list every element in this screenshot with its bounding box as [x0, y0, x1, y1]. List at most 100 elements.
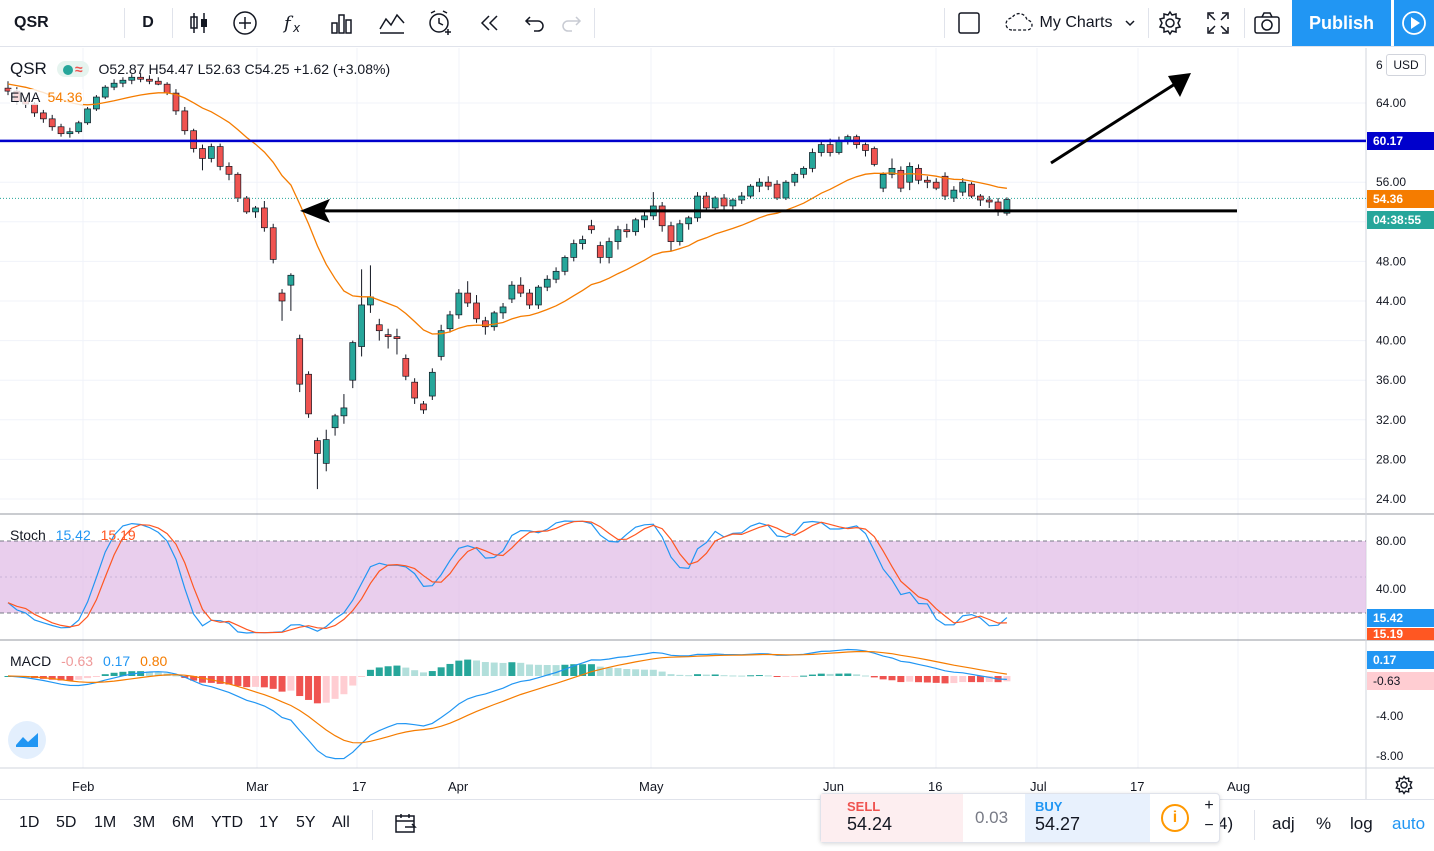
undo-icon[interactable]: [516, 0, 554, 46]
candle-body: [994, 201, 1002, 211]
candle-body: [128, 76, 136, 81]
macd-legend[interactable]: MACD -0.63 0.17 0.80: [10, 653, 167, 669]
candle-body: [84, 108, 91, 124]
range-6m-button[interactable]: 6M: [172, 814, 195, 831]
macd-histogram-bar: [269, 676, 277, 689]
time-label: 17: [1130, 779, 1145, 794]
increase-button[interactable]: +: [1204, 797, 1214, 814]
range-1d-button[interactable]: 1D: [19, 814, 40, 831]
macd-histogram-bar: [419, 672, 427, 676]
stoch-legend[interactable]: Stoch 15.42 15.19: [10, 527, 136, 543]
macd-histogram-bar: [897, 676, 905, 683]
macd-histogram-bar: [190, 676, 198, 681]
compare-add-icon[interactable]: [226, 0, 264, 46]
candle-body: [605, 241, 613, 258]
replay-rewind-icon[interactable]: [470, 0, 510, 46]
range-3m-button[interactable]: 3M: [133, 814, 156, 831]
candle-body: [959, 181, 967, 193]
sell-button[interactable]: SELL 54.24: [821, 794, 963, 842]
financials-bar-icon[interactable]: [322, 0, 362, 46]
stoch-tick-label: 40.00: [1376, 582, 1406, 596]
macd-histogram-bar: [826, 673, 834, 676]
currency-badge[interactable]: USD: [1386, 54, 1426, 76]
macd-histogram-bar: [605, 667, 613, 676]
timezone-partial[interactable]: 4): [1218, 814, 1234, 833]
percent-button[interactable]: %: [1316, 814, 1332, 833]
macd-histogram-bar: [92, 676, 100, 677]
log-button[interactable]: log: [1350, 814, 1373, 833]
stoch-tick-label: 80.00: [1376, 534, 1406, 548]
range-1y-button[interactable]: 1Y: [259, 814, 279, 831]
macd-histogram-bar: [747, 675, 755, 677]
range-5y-button[interactable]: 5Y: [296, 814, 316, 831]
alert-clock-icon[interactable]: [420, 0, 460, 46]
macd-histogram-bar: [791, 676, 799, 677]
candle-body: [570, 243, 578, 258]
macd-histogram-bar: [1003, 676, 1011, 682]
redo-icon[interactable]: [554, 0, 588, 46]
macd-histogram-bar: [844, 673, 852, 676]
price-tick-label: 28.00: [1376, 452, 1406, 466]
macd-histogram-bar: [66, 676, 74, 681]
time-label: Aug: [1227, 779, 1251, 794]
range-1m-button[interactable]: 1M: [94, 814, 117, 831]
camera-snapshot-icon[interactable]: [1246, 0, 1288, 46]
publish-button[interactable]: Publish: [1292, 0, 1391, 46]
macd-histogram-bar: [676, 674, 684, 676]
macd-histogram-bar: [446, 663, 454, 676]
candle-body: [420, 403, 427, 411]
adj-button[interactable]: adj: [1272, 814, 1295, 833]
auto-button[interactable]: auto: [1392, 814, 1426, 833]
toolbar-divider: [944, 8, 945, 38]
candle-body: [791, 173, 799, 183]
price-tick-label: 56.00: [1376, 175, 1406, 189]
symbol-search-button[interactable]: QSR: [14, 14, 49, 31]
play-icon[interactable]: [1394, 0, 1434, 46]
stoch-k-line: [7, 520, 1008, 634]
candle-body: [817, 144, 825, 153]
candle-body: [101, 86, 109, 98]
candle-body: [977, 195, 984, 201]
price-tick-label: 24.00: [1376, 492, 1406, 506]
candle-body: [941, 175, 949, 197]
macd-histogram-bar: [526, 664, 534, 676]
candle-body: [579, 239, 586, 244]
info-icon[interactable]: i: [1161, 804, 1189, 832]
templates-chart-icon[interactable]: [370, 0, 414, 46]
ema-legend[interactable]: EMA 54.36: [10, 89, 83, 105]
layout-square-icon[interactable]: [950, 0, 988, 46]
decrease-button[interactable]: −: [1204, 817, 1214, 834]
candle-body: [950, 189, 958, 199]
macd-histogram-bar: [711, 674, 719, 676]
chevron-down-icon: [1125, 20, 1135, 27]
fullscreen-icon[interactable]: [1198, 0, 1238, 46]
macd-histogram-bar: [428, 671, 436, 676]
candle-body: [711, 197, 719, 209]
chart-type-icon[interactable]: [180, 0, 218, 46]
chart-canvas[interactable]: 64.00 56.00 48.00 44.00 40.00 36.00 32.00 28.00…: [0, 48, 1434, 799]
macd-histogram-bar: [340, 676, 348, 695]
candle-body: [968, 183, 975, 197]
candle-body: [349, 342, 357, 381]
range-all-button[interactable]: All: [332, 814, 350, 831]
my-charts-button[interactable]: My Charts: [996, 0, 1144, 46]
macd-histogram-bar: [685, 675, 693, 677]
legend-status-pill[interactable]: ≈: [56, 61, 89, 77]
range-ytd-button[interactable]: YTD: [211, 814, 243, 831]
date-range-calendar-icon[interactable]: [394, 812, 418, 841]
macd-histogram-bar: [57, 676, 65, 681]
price-tick-label: 64.00: [1376, 96, 1406, 110]
interval-button[interactable]: D: [142, 14, 154, 31]
spread-value: 0.03: [975, 808, 1009, 827]
candle-body: [393, 336, 401, 339]
gear-icon[interactable]: [1150, 0, 1190, 46]
macd-histogram-bar: [702, 674, 710, 676]
range-5d-button[interactable]: 5D: [56, 814, 77, 831]
axis-settings-gear-icon[interactable]: [1394, 775, 1414, 800]
legend-open: O52.87: [98, 61, 145, 77]
buy-button[interactable]: BUY 54.27: [1025, 794, 1150, 842]
candle-body: [75, 122, 83, 133]
quantity-stepper[interactable]: + −: [1199, 796, 1219, 836]
tradingview-logo-icon[interactable]: [8, 721, 46, 759]
